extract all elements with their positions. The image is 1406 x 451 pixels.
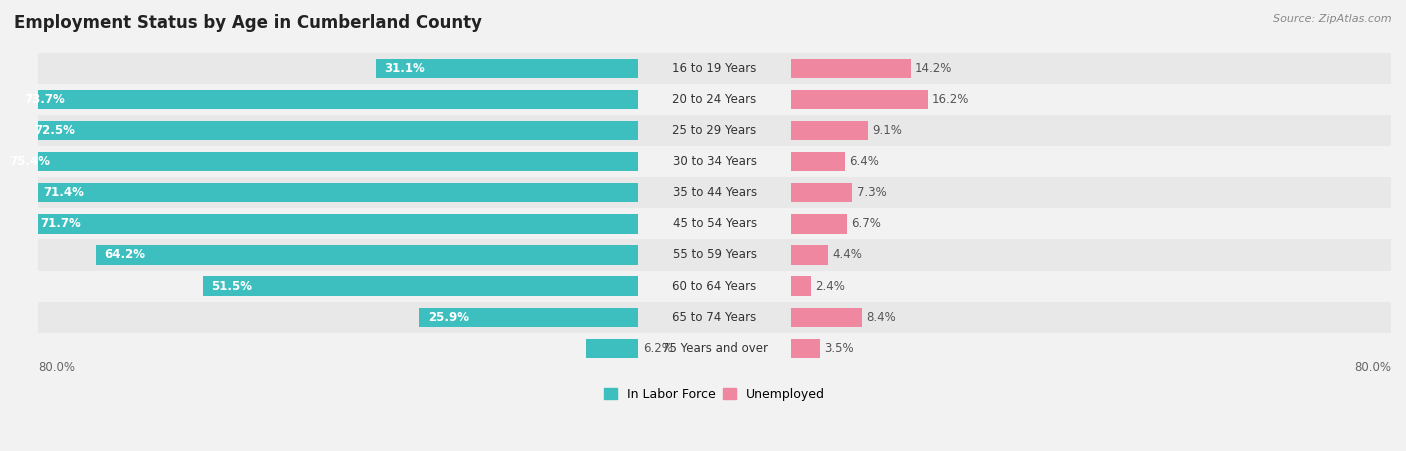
- Text: 7.3%: 7.3%: [856, 186, 886, 199]
- Text: 51.5%: 51.5%: [211, 280, 253, 293]
- Text: 25 to 29 Years: 25 to 29 Years: [672, 124, 756, 137]
- Bar: [32, 214, 638, 234]
- Bar: [38, 239, 1391, 271]
- Bar: [96, 245, 638, 265]
- Text: Employment Status by Age in Cumberland County: Employment Status by Age in Cumberland C…: [14, 14, 482, 32]
- Bar: [790, 339, 820, 358]
- Text: 25.9%: 25.9%: [427, 311, 470, 324]
- Bar: [202, 276, 638, 296]
- Bar: [1, 152, 638, 171]
- Bar: [38, 115, 1391, 146]
- Text: 3.5%: 3.5%: [824, 342, 853, 355]
- Text: 16.2%: 16.2%: [932, 93, 969, 106]
- Text: 60 to 64 Years: 60 to 64 Years: [672, 280, 756, 293]
- Bar: [790, 276, 811, 296]
- Bar: [790, 59, 911, 78]
- Bar: [375, 59, 638, 78]
- Text: 6.7%: 6.7%: [852, 217, 882, 230]
- Text: 2.4%: 2.4%: [815, 280, 845, 293]
- Bar: [586, 339, 638, 358]
- Bar: [790, 90, 928, 109]
- Text: 45 to 54 Years: 45 to 54 Years: [672, 217, 756, 230]
- Text: 64.2%: 64.2%: [104, 249, 145, 262]
- Text: 20 to 24 Years: 20 to 24 Years: [672, 93, 756, 106]
- Bar: [38, 177, 1391, 208]
- Text: 6.4%: 6.4%: [849, 155, 879, 168]
- Text: 6.2%: 6.2%: [643, 342, 672, 355]
- Bar: [38, 333, 1391, 364]
- Bar: [25, 121, 638, 140]
- Text: 30 to 34 Years: 30 to 34 Years: [672, 155, 756, 168]
- Text: 9.1%: 9.1%: [872, 124, 901, 137]
- Legend: In Labor Force, Unemployed: In Labor Force, Unemployed: [599, 383, 830, 406]
- Text: 35 to 44 Years: 35 to 44 Years: [672, 186, 756, 199]
- Text: 80.0%: 80.0%: [1354, 361, 1391, 374]
- Text: 16 to 19 Years: 16 to 19 Years: [672, 62, 756, 75]
- Bar: [790, 214, 848, 234]
- Bar: [419, 308, 638, 327]
- Bar: [35, 183, 638, 202]
- Bar: [38, 53, 1391, 84]
- Bar: [790, 152, 845, 171]
- Bar: [790, 121, 868, 140]
- Text: 80.0%: 80.0%: [38, 361, 75, 374]
- Text: 55 to 59 Years: 55 to 59 Years: [672, 249, 756, 262]
- Text: 14.2%: 14.2%: [915, 62, 952, 75]
- Text: 73.7%: 73.7%: [24, 93, 65, 106]
- Text: 4.4%: 4.4%: [832, 249, 862, 262]
- Text: 71.4%: 71.4%: [44, 186, 84, 199]
- Text: 75.4%: 75.4%: [10, 155, 51, 168]
- Text: Source: ZipAtlas.com: Source: ZipAtlas.com: [1274, 14, 1392, 23]
- Bar: [790, 308, 862, 327]
- Bar: [38, 302, 1391, 333]
- Bar: [38, 271, 1391, 302]
- Text: 8.4%: 8.4%: [866, 311, 896, 324]
- Text: 71.7%: 71.7%: [41, 217, 82, 230]
- Bar: [38, 84, 1391, 115]
- Bar: [790, 245, 828, 265]
- Bar: [38, 146, 1391, 177]
- Bar: [790, 183, 852, 202]
- Text: 72.5%: 72.5%: [34, 124, 75, 137]
- Text: 31.1%: 31.1%: [384, 62, 425, 75]
- Text: 65 to 74 Years: 65 to 74 Years: [672, 311, 756, 324]
- Text: 75 Years and over: 75 Years and over: [662, 342, 768, 355]
- Bar: [38, 208, 1391, 239]
- Bar: [15, 90, 638, 109]
